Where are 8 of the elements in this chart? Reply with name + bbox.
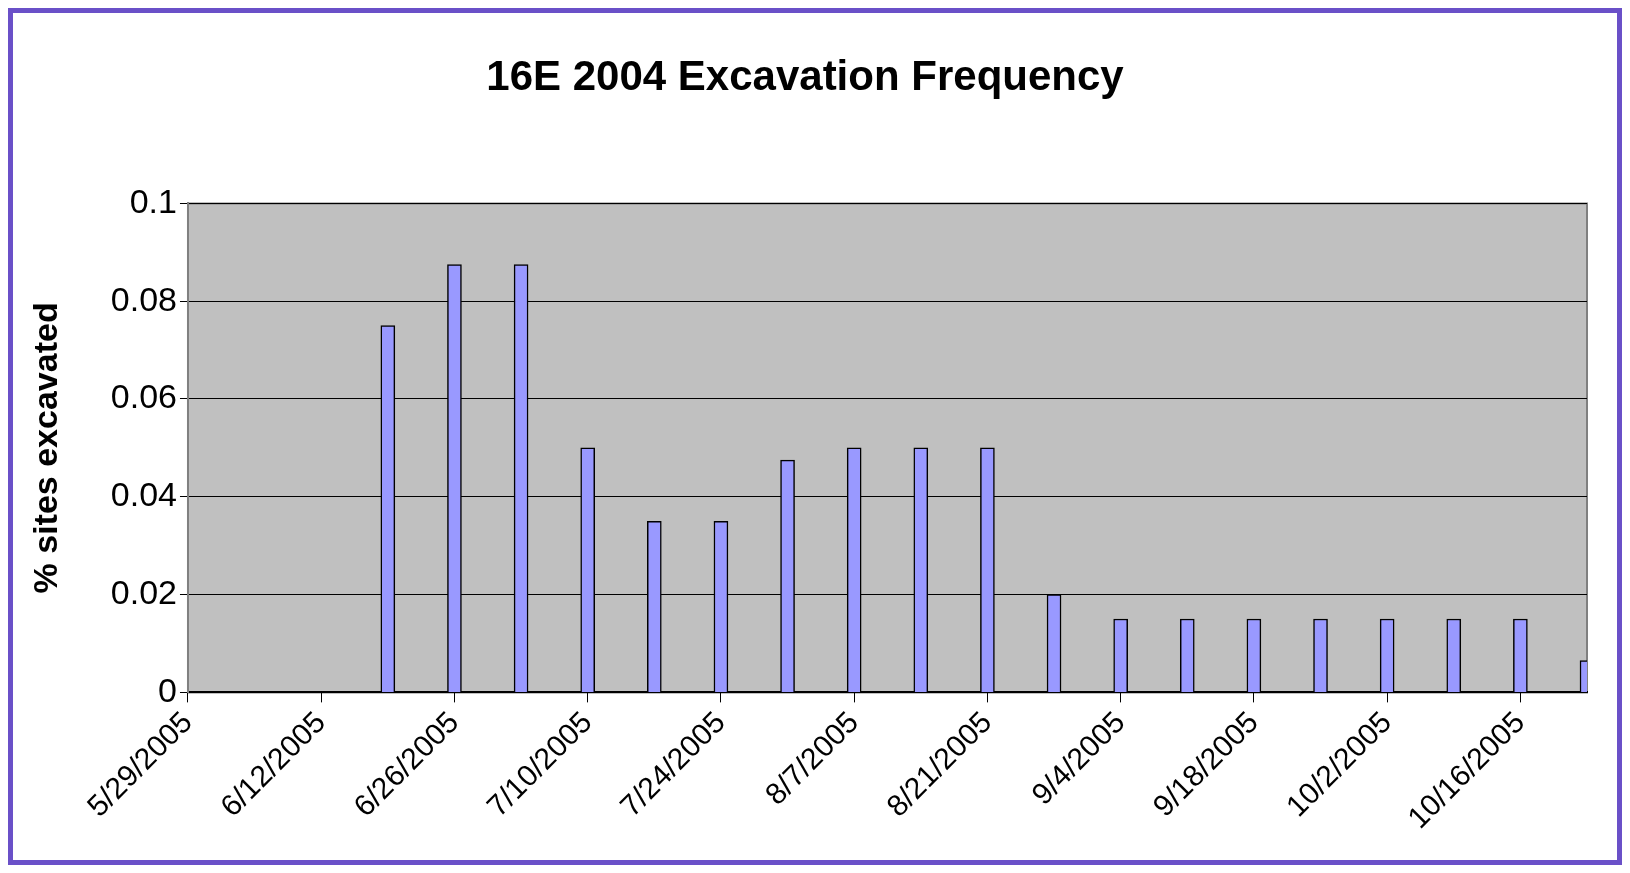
y-tick-label: 0.04: [110, 475, 177, 514]
y-axis-title: % sites excavated: [25, 302, 64, 594]
y-tick-label: 0: [158, 670, 177, 709]
y-tick-label: 0.02: [110, 572, 177, 611]
chart-title: 16E 2004 Excavation Frequency: [486, 51, 1125, 99]
y-tick-label: 0.1: [129, 181, 177, 220]
y-tick-label: 0.06: [110, 377, 177, 416]
y-tick-label: 0.08: [110, 279, 177, 318]
